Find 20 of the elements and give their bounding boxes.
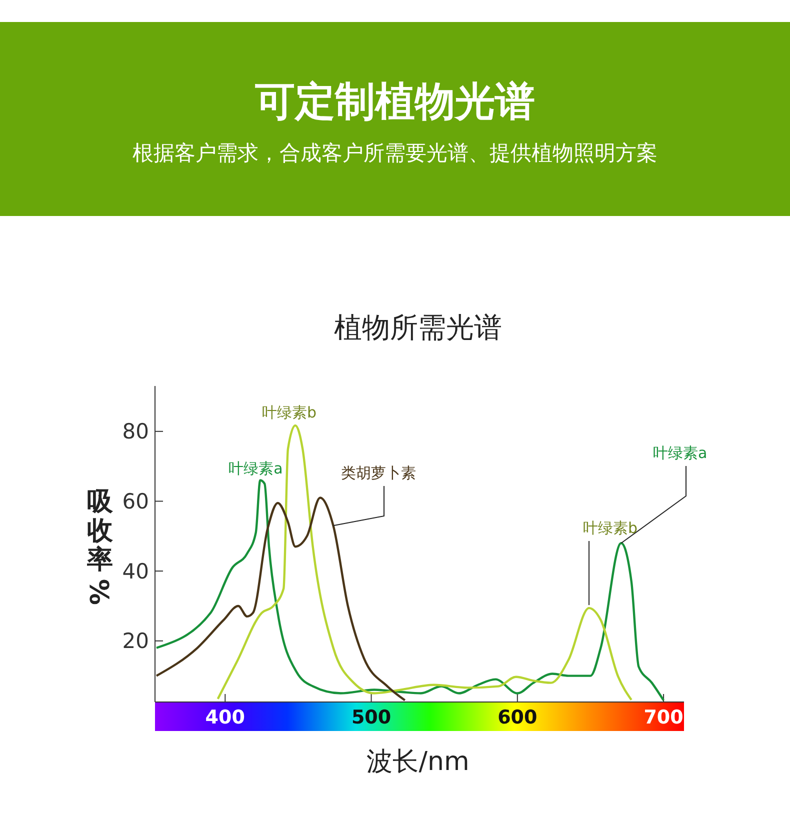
text: 根据客户需求，合成客户所需要光谱、提供植物照明方案: [132, 141, 658, 165]
chart-title: 植物所需光谱: [334, 311, 502, 344]
y-axis-title: 吸收率%: [86, 487, 116, 606]
y-tick-label: 40: [122, 559, 149, 584]
x-tick-label: 500: [351, 706, 392, 729]
line-series: [155, 479, 665, 702]
y-tick-label: 20: [122, 629, 149, 654]
y-tick-label: 60: [122, 490, 149, 514]
x-tick-label: 600: [498, 706, 538, 729]
x-tick-label: 400: [205, 706, 245, 729]
y-tick-label: 80: [122, 420, 149, 444]
text: 可定制植物光谱: [254, 79, 535, 125]
series-label: 叶绿素b: [262, 403, 317, 422]
text: 叶绿素a: [653, 444, 708, 462]
x-axis-title: 波长/nm: [366, 747, 470, 777]
text: 叶绿素b: [583, 519, 638, 537]
series-label: 类胡萝卜素: [341, 464, 416, 482]
x-tick-label: 700: [644, 706, 684, 729]
line-series: [155, 496, 406, 702]
series-label: 叶绿素a: [228, 459, 283, 478]
